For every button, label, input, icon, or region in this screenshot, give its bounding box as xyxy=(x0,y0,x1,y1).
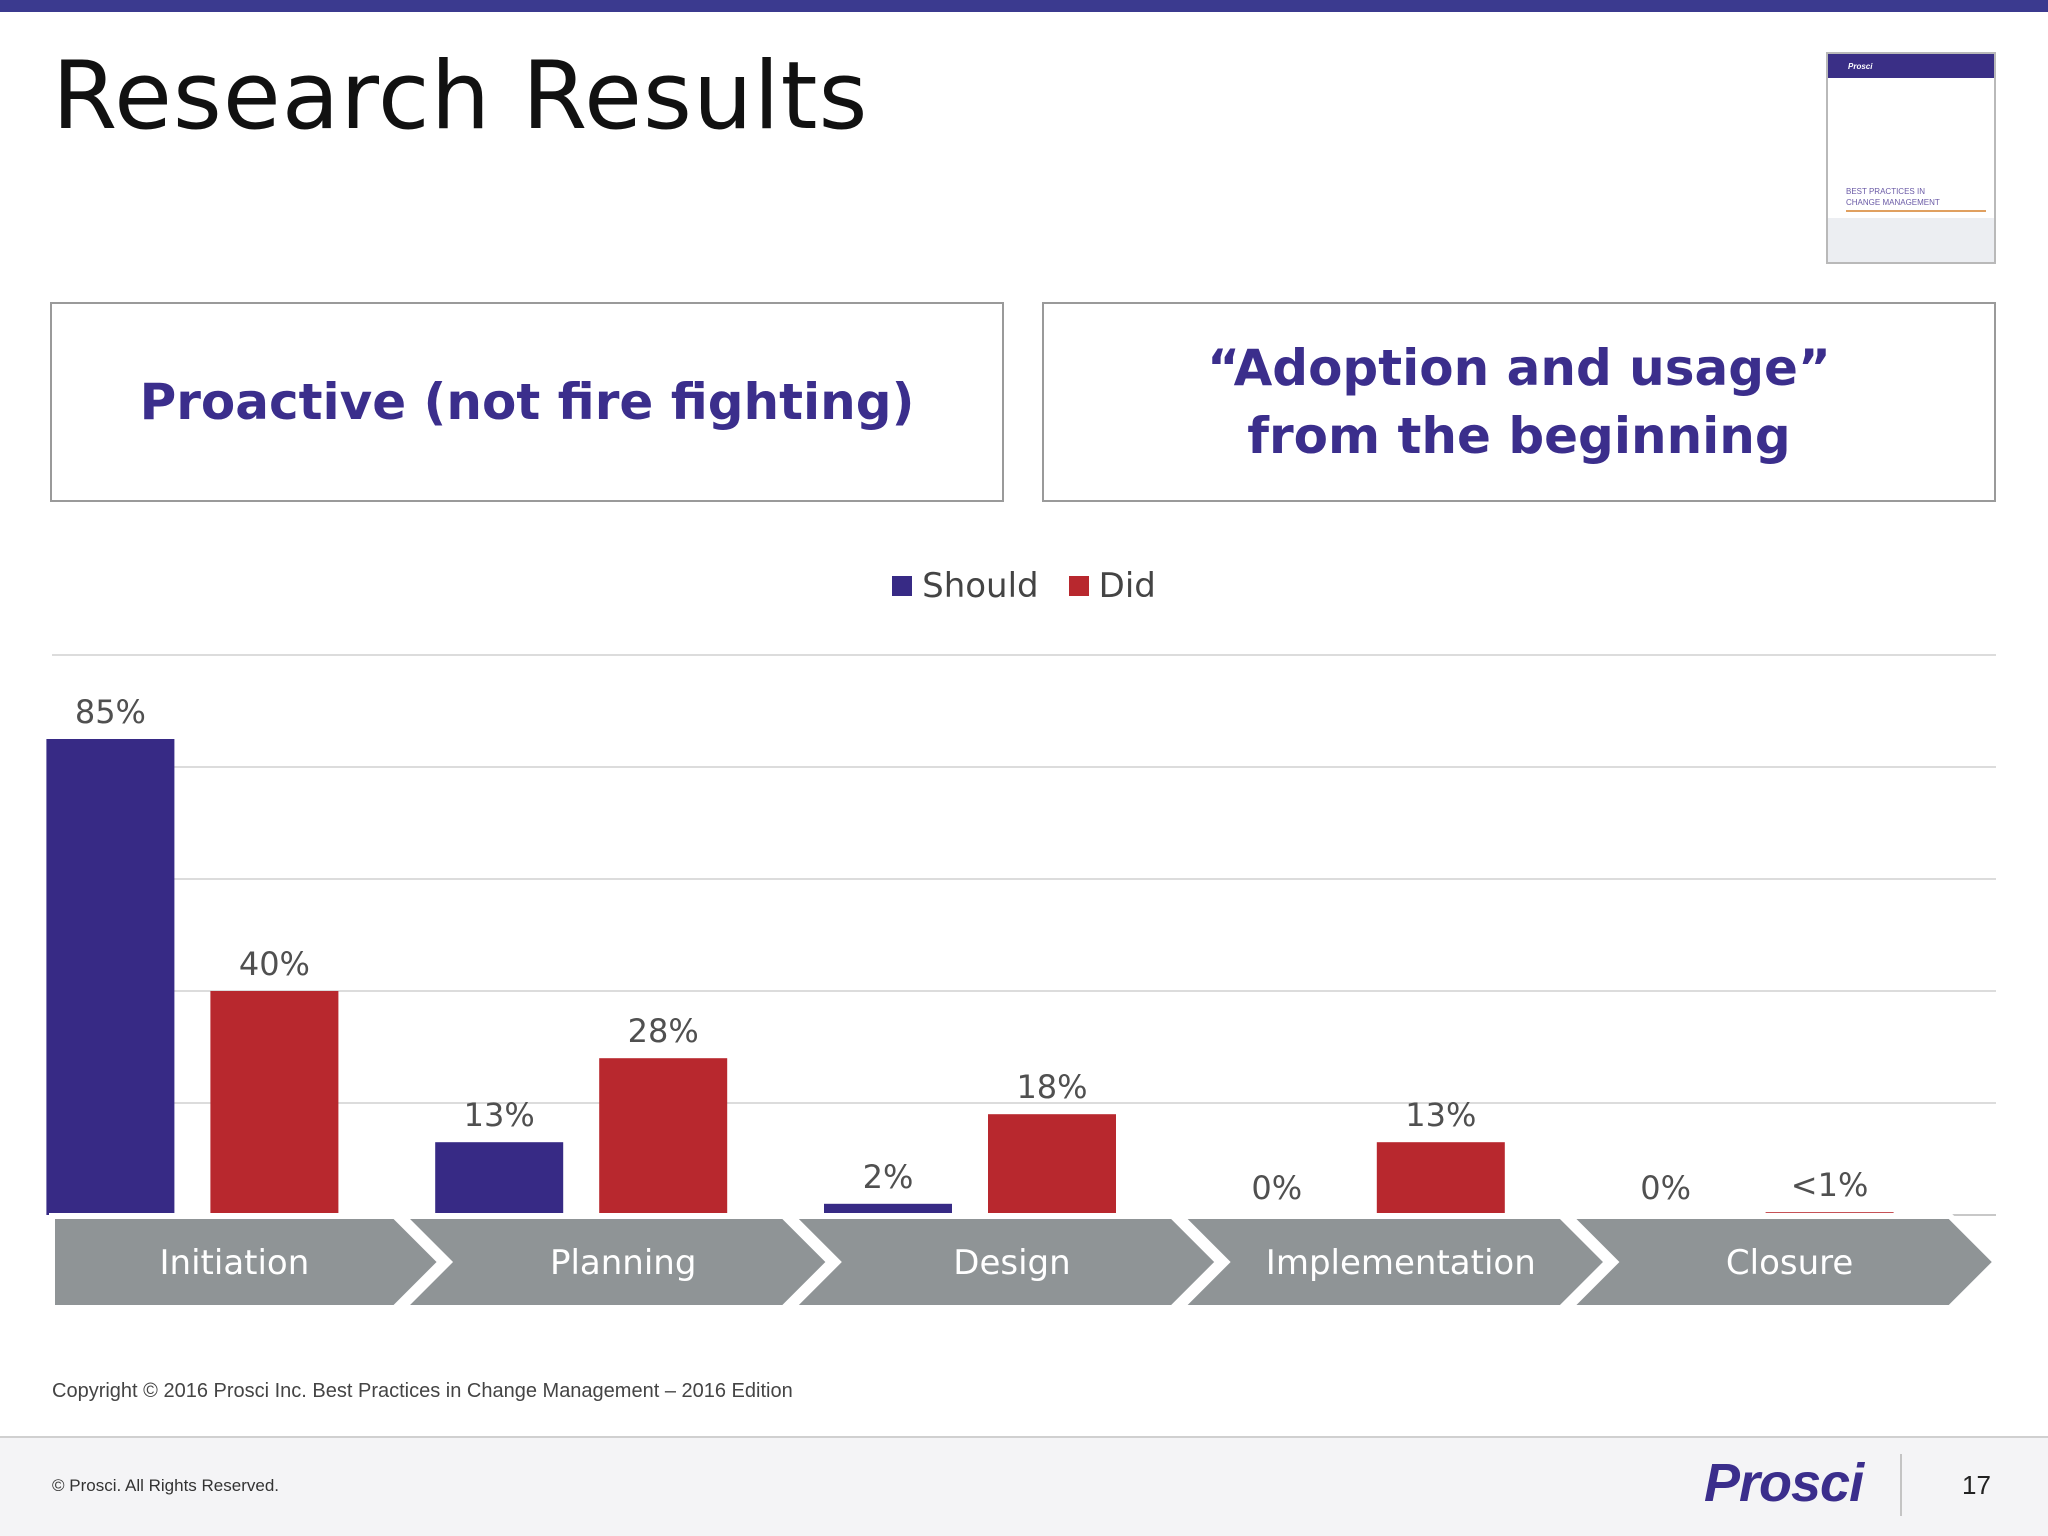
bar-chart: 85% 40% 13% 28% 2% 18% 0% 13% 0% <1% Initiation Pla… xyxy=(46,654,2001,1311)
source-citation: Copyright © 2016 Prosci Inc. Best Practi… xyxy=(52,1380,793,1402)
footer-bar: © Prosci. All Rights Reserved. Prosci 17 xyxy=(0,1436,2048,1536)
chart-legend: Should Did xyxy=(0,566,2048,606)
legend-label-should: Should xyxy=(922,566,1039,606)
footer-divider xyxy=(1900,1454,1902,1516)
bar-did-initiation xyxy=(210,991,339,1215)
process-arrow-planning xyxy=(395,1213,834,1311)
bar-should-planning xyxy=(435,1142,564,1215)
callout-adoption: “Adoption and usage” from the beginning xyxy=(1042,302,1996,502)
callout-proactive: Proactive (not fire fighting) xyxy=(50,302,1004,502)
footer-copyright: © Prosci. All Rights Reserved. xyxy=(52,1476,279,1495)
category-label-implementation: Implementation xyxy=(1266,1243,1536,1283)
bar-should-design xyxy=(824,1203,952,1215)
category-label-design: Design xyxy=(953,1243,1070,1283)
category-label-closure: Closure xyxy=(1726,1243,1853,1283)
callout-text: “Adoption and usage” from the beginning xyxy=(1207,339,1831,465)
page-title: Research Results xyxy=(52,42,869,151)
data-label-should: 0% xyxy=(1640,1169,1691,1207)
legend-swatch-should xyxy=(892,576,913,596)
thumbnail-rule xyxy=(1846,210,1986,212)
legend-swatch-did xyxy=(1068,576,1089,596)
data-label-should: 0% xyxy=(1251,1169,1302,1207)
data-label-did: <1% xyxy=(1791,1166,1869,1204)
data-label-should: 2% xyxy=(863,1158,914,1196)
data-label-did: 40% xyxy=(239,945,310,983)
category-label-initiation: Initiation xyxy=(160,1243,310,1283)
data-label-did: 13% xyxy=(1405,1096,1476,1134)
process-arrow-design xyxy=(784,1213,1223,1311)
data-label-did: 28% xyxy=(628,1012,699,1050)
process-arrow-implementation xyxy=(1173,1213,1612,1311)
data-label-did: 18% xyxy=(1016,1068,1087,1106)
category-label-planning: Planning xyxy=(550,1243,696,1283)
process-arrow-initiation xyxy=(49,1213,446,1311)
legend-item-did: Did xyxy=(1068,566,1156,606)
thumbnail-header-band xyxy=(1828,54,1994,78)
prosci-logo: Prosci xyxy=(1704,1453,1864,1513)
data-label-should: 13% xyxy=(464,1096,535,1134)
bar-did-implementation xyxy=(1376,1142,1505,1215)
thumbnail-footer xyxy=(1828,218,1994,262)
legend-label-did: Did xyxy=(1098,566,1156,606)
bar-did-planning xyxy=(599,1058,728,1215)
legend-item-should: Should xyxy=(892,566,1039,606)
top-accent-bar xyxy=(0,0,2048,12)
report-cover-thumbnail[interactable]: Prosci BEST PRACTICES IN CHANGE MANAGEME… xyxy=(1826,52,1996,264)
page-number: 17 xyxy=(1962,1470,1991,1500)
thumbnail-title: BEST PRACTICES IN CHANGE MANAGEMENT xyxy=(1846,187,1940,207)
callout-text: Proactive (not fire fighting) xyxy=(139,373,915,431)
thumbnail-logo: Prosci xyxy=(1848,62,1873,71)
bar-should-initiation xyxy=(46,739,175,1215)
process-arrow-closure xyxy=(1561,1213,2001,1311)
data-label-should: 85% xyxy=(75,693,146,731)
bar-did-design xyxy=(988,1114,1116,1215)
